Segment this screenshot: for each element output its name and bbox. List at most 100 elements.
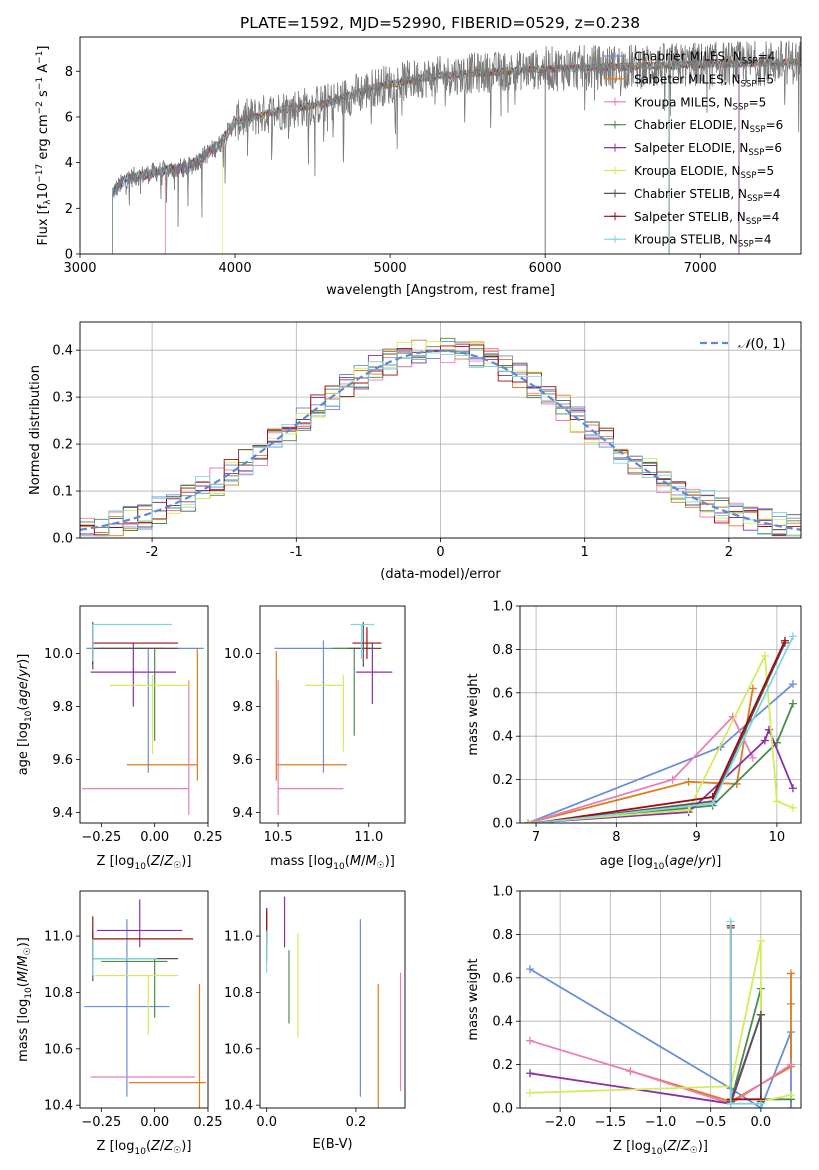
weight-marker [788,632,797,641]
age_vs_mass-points [274,621,393,816]
y-tick-label: 0.2 [52,438,73,453]
weight-marker [786,1060,795,1069]
mass_vs_ebv-points [266,896,402,1108]
legend-label-3: Chabrier ELODIE, NSSP=6 [634,118,783,135]
x-axis-label: E(B-V) [312,1137,352,1152]
weight-marker [748,753,757,762]
mass_vs_Z-frame [79,890,209,1109]
legend-marker-1 [611,74,619,83]
weight-marker [786,1104,795,1108]
weight-marker [526,1036,535,1045]
weight-marker [786,1090,795,1099]
y-tick-label: 0.0 [492,1102,513,1117]
legend-label-0: Chabrier MILES, NSSP=4 [634,50,775,67]
weight-marker [684,777,693,786]
x-tick-label: 10.5 [264,830,293,845]
legend-marker-3 [611,120,619,129]
weight-line-5 [527,652,794,823]
x-tick-label: 0.2 [346,1115,367,1130]
legend-marker-6 [611,189,619,198]
model-spectrum-2 [164,57,801,254]
weight-marker [756,1010,765,1019]
x-axis-label: Z [log10(Z/Z☉)] [613,1139,708,1157]
x-tick-label: 0.25 [194,830,223,845]
weight-marker [708,799,717,808]
y-tick-label: 0.0 [492,817,513,832]
age_vs_Z-points [82,621,204,816]
x-tick-label: 1 [581,545,589,560]
y-tick-label: 9.4 [52,806,73,821]
y-tick-label: 8 [65,65,73,80]
x-tick-label: 2 [725,545,733,560]
x-axis-label: Z [log10(Z/Z☉)] [97,854,192,872]
weight-marker [788,784,797,793]
residual-frame [79,321,802,539]
weight-marker [760,651,769,660]
residuals-axes: -2 -1 0 1 2 0.0 0.1 0.2 0.3 0.4 [52,322,801,560]
y-tick-label: 10.6 [224,1042,253,1057]
y-tick-label: 0.6 [492,686,513,701]
weight-marker [668,775,677,784]
weight-marker [726,1099,735,1108]
y-tick-label: 10.8 [224,986,253,1001]
weight_vs_age-frame [519,605,802,824]
legend-label-7: Salpeter STELIB, NSSP=4 [634,210,779,227]
y-tick-label: 0.8 [492,928,513,943]
normal-curve [80,349,801,531]
age_vs_Z-axes: −0.25 0.00 0.25 9.4 9.6 9.8 10.0 [44,647,222,845]
x-tick-label: 3000 [63,261,96,276]
weight_vs_Z-y-axis-label: mass weight [466,958,481,1040]
legend-marker-8 [611,235,619,244]
legend-label-8: Kroupa STELIB, NSSP=4 [634,233,772,250]
spectrum-data-overlay [112,40,801,227]
weight-line-0 [527,683,794,823]
weight-marker [780,636,789,645]
legend-label-4: Salpeter ELODIE, NSSP=6 [634,141,782,158]
y-tick-label: 10.0 [44,647,73,662]
weight-marker [626,1067,635,1076]
x-tick-label: 0.0 [751,1115,772,1130]
y-tick-label: 6 [65,110,73,125]
x-tick-label: 8 [612,830,620,845]
weight-marker [756,936,765,945]
weight-marker [684,805,693,814]
x-tick-label: 10 [769,830,786,845]
spectrum-y-axis-label: Flux [fλ10−17 erg cm−2 s−1 A−1] [35,46,53,246]
x-tick-label: 9 [692,830,700,845]
x-tick-label: 5000 [374,261,407,276]
age-y-axis-label: age [log10(age/yr)] [16,654,34,776]
x-axis-label: mass [log10(M/M☉)] [270,854,395,872]
x-tick-label: 4000 [219,261,252,276]
y-tick-label: 0.8 [492,643,513,658]
x-tick-label: −0.25 [81,830,121,845]
histogram-steps [80,337,801,537]
x-axis-label: age [log10(age/yr)] [600,854,722,872]
legend-label-5: Kroupa ELODIE, NSSP=5 [634,164,774,181]
x-axis-label: Z [log10(Z/Z☉)] [97,1139,192,1157]
y-tick-label: 0.6 [492,971,513,986]
x-tick-label: 11.0 [354,830,383,845]
y-tick-label: 0.4 [52,344,73,359]
mass-y-axis-label: mass [log10(M/M☉)] [16,937,34,1062]
spectrum-frame [79,36,802,255]
age_vs_mass-axes: 10.5 11.0 9.4 9.6 9.8 10.0 [224,647,383,845]
weight_vs_age-lines [524,632,797,823]
y-tick-label: 0.4 [492,730,513,745]
model-spectrum-1 [164,58,801,254]
weight-line-8 [536,636,794,823]
weight-line-1 [527,688,754,823]
x-tick-label: 6000 [529,261,562,276]
legend-marker-7 [611,212,619,221]
weight-marker [786,999,795,1008]
x-axis-label: (data-model)/error [380,567,501,582]
y-tick-label: 9.8 [52,700,73,715]
age_vs_Z-frame [79,605,209,824]
mass_vs_Z-axes: −0.25 0.00 0.25 10.4 10.6 10.8 11.0 [44,930,222,1130]
x-tick-label: 0.25 [194,1115,223,1130]
y-tick-label: 1.0 [492,885,513,900]
y-tick-label: 9.8 [232,700,253,715]
x-tick-label: -1 [290,545,303,560]
x-tick-label: −1.5 [595,1115,627,1130]
weight-marker [526,1069,535,1078]
